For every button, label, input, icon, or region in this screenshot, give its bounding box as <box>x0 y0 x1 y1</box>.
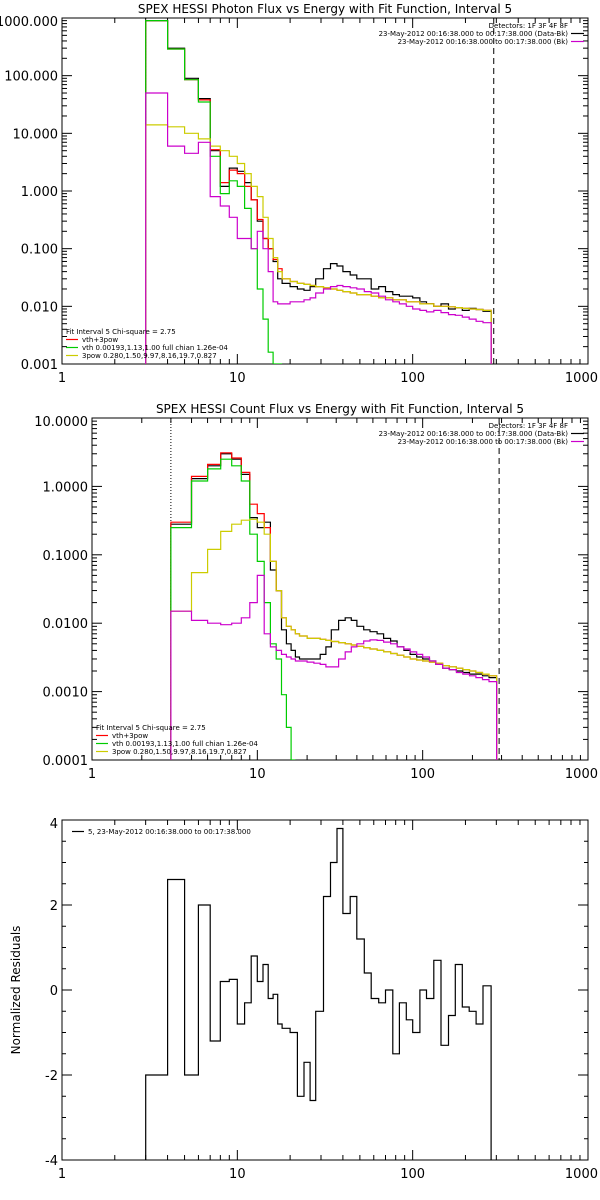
x-tick-label: 1 <box>88 767 96 782</box>
y-tick-label: 10.000 <box>13 127 59 142</box>
x-tick-label: 10 <box>229 1167 246 1182</box>
fit-legend-entry: vth+3pow <box>112 732 148 740</box>
x-axis: 1 10 100 1000 <box>58 820 598 1182</box>
y-tick-label: 0.010 <box>21 300 58 315</box>
plot-frame <box>61 17 589 365</box>
legend-bottom: Fit Interval 5 Chi-square = 2.75vth+3pow… <box>66 328 228 360</box>
legend-bottom: Fit Interval 5 Chi-square = 2.75vth+3pow… <box>96 724 258 756</box>
y-tick-label: 0.1000 <box>43 549 89 564</box>
y-tick-label: 1.000 <box>21 185 58 200</box>
y-axis: -4 -2 0 2 4 <box>45 817 588 1169</box>
x-tick-label: 1 <box>58 371 66 386</box>
legend-header: Detectors: 1F 3F 4F 8F <box>489 422 568 430</box>
chart-title: SPEX HESSI Count Flux vs Energy with Fit… <box>156 402 524 416</box>
chart-3: Normalized Residuals 1 10 100 1000 -4 -2 0 2 4 5, … <box>9 817 598 1182</box>
fit-legend-header: Fit Interval 5 Chi-square = 2.75 <box>66 328 176 336</box>
y-tick-label: 1000.000 <box>0 15 58 30</box>
y-tick-label: 0.0010 <box>43 686 89 701</box>
plot-area <box>145 18 495 364</box>
x-axis: 1 10 100 1000 <box>58 18 598 386</box>
y-tick-label: 0.100 <box>21 243 58 258</box>
plot-frame <box>91 417 589 761</box>
y-tick-label: 1.0000 <box>43 480 89 495</box>
x-tick-label: 100 <box>400 1167 425 1182</box>
fit-legend-header: Fit Interval 5 Chi-square = 2.75 <box>96 724 206 732</box>
legend-entry: 5, 23-May-2012 00:16:38.000 to 00:17:38.… <box>88 828 251 836</box>
fit-legend-entry: 3pow 0.280,1.50,9.97,8.16,19.7,0.827 <box>82 352 217 360</box>
legend-top: 5, 23-May-2012 00:16:38.000 to 00:17:38.… <box>72 828 251 836</box>
plot-frame <box>61 819 589 1161</box>
fit-legend-entry: 3pow 0.280,1.50,9.97,8.16,19.7,0.827 <box>112 748 247 756</box>
series-3pow <box>170 518 498 760</box>
plot-area <box>170 418 500 760</box>
y-tick-label: -4 <box>45 1154 58 1169</box>
x-tick-label: 100 <box>400 371 425 386</box>
y-tick-label: 0.0001 <box>43 754 89 769</box>
series-3pow <box>145 124 492 364</box>
y-tick-label: 100.000 <box>4 70 58 85</box>
series-bk <box>170 574 498 760</box>
legend-entry: 23-May-2012 00:16:38.000 to 00:17:38.000… <box>398 438 569 446</box>
legend-header: Detectors: 1F 3F 4F 8F <box>489 22 568 30</box>
y-tick-label: 0.001 <box>21 358 58 373</box>
series-5-23-may-2012-00-16-38-000-to-00-17-38-000 <box>145 827 492 1160</box>
fit-legend-entry: vth 0.00193,1.13,1.00 full chian 1.26e-0… <box>82 344 228 352</box>
x-tick-label: 1000 <box>565 767 598 782</box>
x-tick-label: 100 <box>410 767 435 782</box>
x-axis: 1 10 100 1000 <box>88 418 598 782</box>
chart-title: SPEX HESSI Photon Flux vs Energy with Fi… <box>138 2 512 16</box>
y-tick-label: -2 <box>45 1069 58 1084</box>
x-tick-label: 10 <box>229 371 246 386</box>
series-vth <box>170 458 296 760</box>
legend-entry: 23-May-2012 00:16:38.000 to 00:17:38.000… <box>379 430 569 438</box>
y-tick-label: 10.0000 <box>34 415 88 430</box>
x-tick-label: 10 <box>249 767 266 782</box>
x-tick-label: 1000 <box>565 371 598 386</box>
y-axis: 0.0001 0.0010 0.0100 0.1000 1.0000 10.0000 <box>34 415 588 769</box>
series-vth <box>145 20 283 364</box>
chart-1: SPEX HESSI Photon Flux vs Energy with Fi… <box>0 2 598 386</box>
fit-legend-entry: vth+3pow <box>82 336 118 344</box>
x-tick-label: 1000 <box>565 1167 598 1182</box>
chart-2: SPEX HESSI Count Flux vs Energy with Fit… <box>34 402 598 782</box>
y-tick-label: 2 <box>50 899 58 914</box>
legend-entry: 23-May-2012 00:16:38.000 to 00:17:38.000… <box>379 30 569 38</box>
plot-area <box>145 827 492 1160</box>
y-tick-label: 0.0100 <box>43 617 89 632</box>
series-vth-3pow <box>170 452 498 760</box>
series-vth-3pow <box>145 20 492 364</box>
legend-entry: 23-May-2012 00:16:38.000 to 00:17:38.000… <box>398 38 569 46</box>
x-tick-label: 1 <box>58 1167 66 1182</box>
y-axis: 0.001 0.010 0.100 1.000 10.000 100.000 1000.00… <box>0 15 588 373</box>
series-bk <box>145 92 492 364</box>
y-axis-label: Normalized Residuals <box>9 926 23 1055</box>
series-data-bk <box>145 20 492 364</box>
y-tick-label: 4 <box>50 817 58 832</box>
y-tick-label: 0 <box>50 984 58 999</box>
fit-legend-entry: vth 0.00193,1.13,1.00 full chian 1.26e-0… <box>112 740 258 748</box>
series-data-bk <box>170 453 498 760</box>
